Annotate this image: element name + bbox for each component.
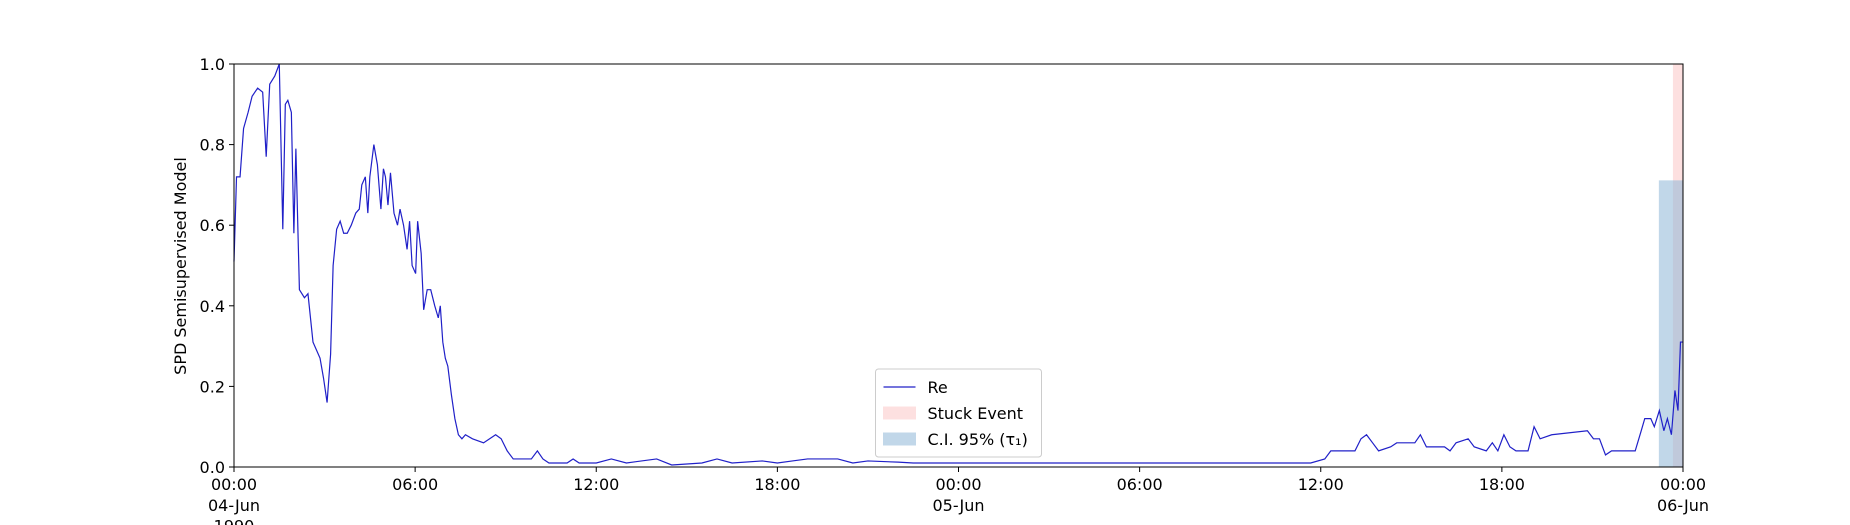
legend-patch bbox=[883, 406, 916, 420]
y-tick-label: 0.4 bbox=[200, 297, 225, 316]
legend-label: Stuck Event bbox=[928, 404, 1024, 423]
data-line bbox=[233, 63, 1683, 466]
y-tick-label: 0.8 bbox=[200, 136, 225, 155]
x-tick-label: 06:00 bbox=[392, 475, 438, 494]
y-tick-label: 0.2 bbox=[200, 377, 225, 396]
x-tick-label: 18:00 bbox=[1479, 475, 1525, 494]
x-tick-label: 12:00 bbox=[1298, 475, 1344, 494]
legend-box bbox=[875, 368, 1042, 458]
legend: Re Stuck Event C.I. 95% (τ₁) bbox=[875, 368, 1042, 458]
x-tick-label: 18:00 bbox=[754, 475, 800, 494]
y-axis-label: SPD Semisupervised Model bbox=[171, 157, 190, 375]
x-tick-label: 06:00 bbox=[1117, 475, 1163, 494]
y-tick-label: 0.6 bbox=[200, 216, 225, 235]
legend-label: Re bbox=[928, 378, 948, 397]
x-tick-label: 00:00 06-Jun bbox=[1657, 475, 1709, 515]
y-tick-label: 1.0 bbox=[200, 55, 225, 74]
y-tick-label: 0.0 bbox=[200, 458, 225, 477]
legend-patch bbox=[883, 432, 916, 446]
x-tick-label: 12:00 bbox=[573, 475, 619, 494]
legend-label: C.I. 95% (τ₁) bbox=[928, 430, 1028, 449]
x-tick-label: 00:00 05-Jun bbox=[932, 475, 984, 515]
